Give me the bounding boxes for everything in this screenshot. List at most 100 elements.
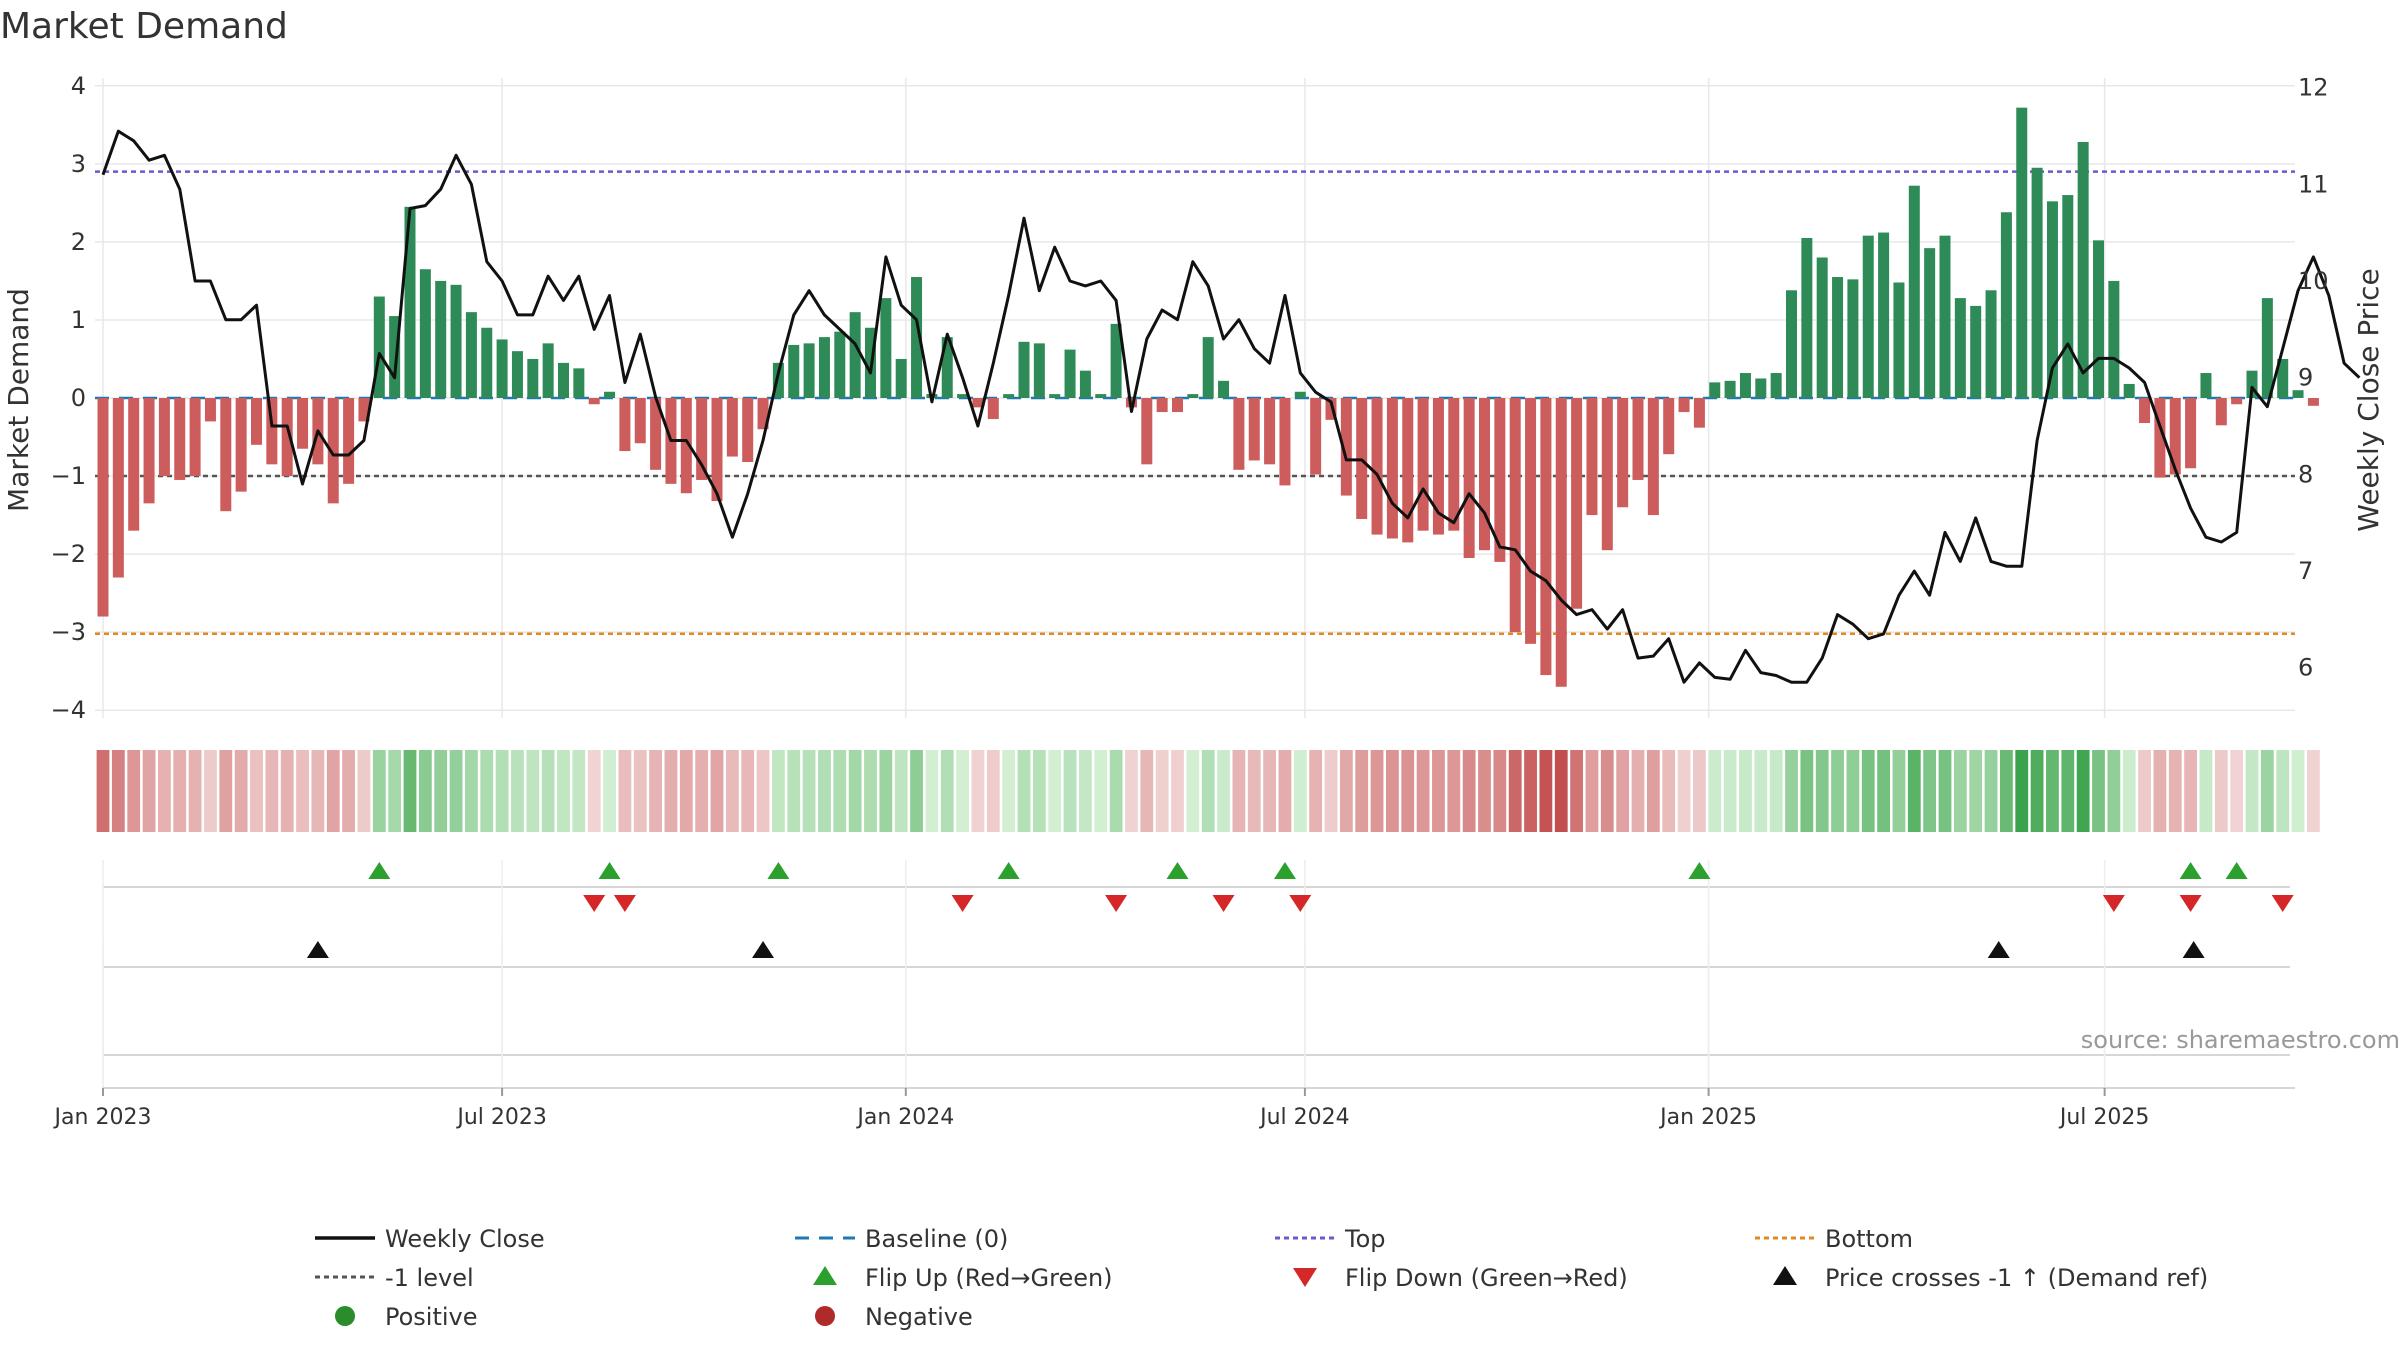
negative-demand-bar <box>726 398 738 457</box>
intensity-cell <box>188 750 202 832</box>
legend-label: Positive <box>385 1303 478 1331</box>
positive-demand-bar <box>1739 373 1751 398</box>
legend-label: Top <box>1344 1225 1386 1253</box>
negative-demand-bar <box>1325 398 1337 420</box>
intensity-cell <box>1032 750 1046 832</box>
intensity-cell <box>342 750 355 832</box>
negative-demand-bar <box>128 398 140 531</box>
flip-down-marker <box>2271 895 2294 912</box>
positive-demand-bar <box>450 284 462 398</box>
intensity-cell <box>1846 750 1860 832</box>
positive-demand-bar <box>1770 373 1782 398</box>
positive-demand-bar <box>1064 349 1076 398</box>
flip-up-marker <box>1688 862 1711 879</box>
intensity-cell <box>2122 750 2136 832</box>
intensity-cell <box>2107 750 2121 832</box>
legend-item: Flip Down (Green→Red) <box>1293 1264 1628 1292</box>
intensity-cell <box>1923 750 1937 832</box>
source-label: source: sharemaestro.com <box>2081 1026 2400 1054</box>
intensity-cell <box>1079 750 1092 832</box>
intensity-cell <box>495 750 509 832</box>
positive-demand-bar <box>2093 240 2104 398</box>
intensity-cell <box>664 750 678 832</box>
intensity-cell <box>1800 750 1814 832</box>
positive-demand-bar <box>1709 382 1721 398</box>
positive-demand-bar <box>1847 279 1859 398</box>
intensity-cell <box>1646 750 1660 832</box>
negative-demand-bar <box>1555 398 1567 687</box>
intensity-cell <box>756 750 770 832</box>
intensity-cell <box>1217 750 1230 832</box>
negative-demand-bar <box>2169 398 2181 475</box>
intensity-cell <box>1524 750 1537 832</box>
intensity-cell <box>1432 750 1445 832</box>
negative-demand-bar <box>358 398 370 422</box>
negative-demand-bar <box>1310 398 1322 475</box>
positive-demand-bar <box>803 343 815 398</box>
positive-demand-bar <box>772 362 784 398</box>
intensity-cell <box>2291 750 2305 832</box>
x-tick-label: Jul 2025 <box>2058 1105 2150 1130</box>
negative-demand-bar <box>2231 398 2243 405</box>
intensity-cell <box>741 750 755 832</box>
intensity-cell <box>2092 750 2105 832</box>
flip-up-marker <box>368 862 391 879</box>
negative-demand-bar <box>742 398 754 462</box>
flip-up-marker <box>2225 862 2248 879</box>
intensity-cell <box>1493 750 1507 832</box>
intensity-cell <box>1616 750 1630 832</box>
negative-demand-bar <box>327 398 339 504</box>
legend-item: -1 level <box>315 1264 474 1292</box>
positive-demand-bar <box>2261 298 2273 398</box>
intensity-cell <box>173 750 187 832</box>
flip-up-marker <box>598 862 621 879</box>
intensity-cell <box>1508 750 1522 832</box>
right-tick-label: 10 <box>2298 267 2329 295</box>
intensity-cell <box>1186 750 1200 832</box>
intensity-cell <box>1447 750 1461 832</box>
intensity-cell <box>1554 750 1568 832</box>
negative-demand-bar <box>1601 398 1613 551</box>
negative-demand-bar <box>1233 398 1245 470</box>
positive-demand-bar <box>1033 343 1045 398</box>
legend-swatch <box>1773 1266 1797 1285</box>
negative-demand-bar <box>1632 398 1644 480</box>
legend-label: Price crosses -1 ↑ (Demand ref) <box>1825 1264 2208 1292</box>
positive-demand-bar <box>435 280 447 398</box>
intensity-cell <box>1631 750 1645 832</box>
intensity-cell <box>772 750 785 832</box>
intensity-cell <box>1293 750 1307 832</box>
negative-demand-bar <box>174 398 186 480</box>
legend-label: Weekly Close <box>385 1225 545 1253</box>
positive-demand-bar <box>1939 235 1951 398</box>
negative-demand-bar <box>2139 398 2151 423</box>
intensity-cell <box>894 750 908 832</box>
positive-demand-bar <box>1049 394 1061 398</box>
intensity-cell <box>940 750 954 832</box>
negative-demand-bar <box>266 398 278 465</box>
intensity-cell <box>1140 750 1154 832</box>
signal-markers <box>102 860 2294 1090</box>
intensity-cell <box>587 750 601 832</box>
negative-demand-bar <box>1463 398 1475 558</box>
positive-demand-bar <box>1801 238 1813 398</box>
intensity-cell <box>388 750 402 832</box>
legend-item: Negative <box>815 1303 973 1331</box>
intensity-cell <box>1539 750 1553 832</box>
intensity-cell <box>2245 750 2259 832</box>
negative-demand-bar <box>634 398 646 444</box>
intensity-cell <box>572 750 586 832</box>
intensity-cell <box>1309 750 1323 832</box>
intensity-cell <box>465 750 478 832</box>
left-tick-label: 3 <box>71 150 86 178</box>
negative-demand-bar <box>1248 398 1260 461</box>
intensity-cell <box>265 750 279 832</box>
legend-item: Weekly Close <box>315 1225 545 1253</box>
flip-up-marker <box>1273 862 1296 879</box>
negative-demand-bar <box>588 398 600 405</box>
positive-demand-bar <box>465 312 477 398</box>
intensity-cell <box>679 750 693 832</box>
positive-demand-bar <box>404 206 416 398</box>
intensity-cell <box>2230 750 2244 832</box>
intensity-cell <box>2015 750 2029 832</box>
